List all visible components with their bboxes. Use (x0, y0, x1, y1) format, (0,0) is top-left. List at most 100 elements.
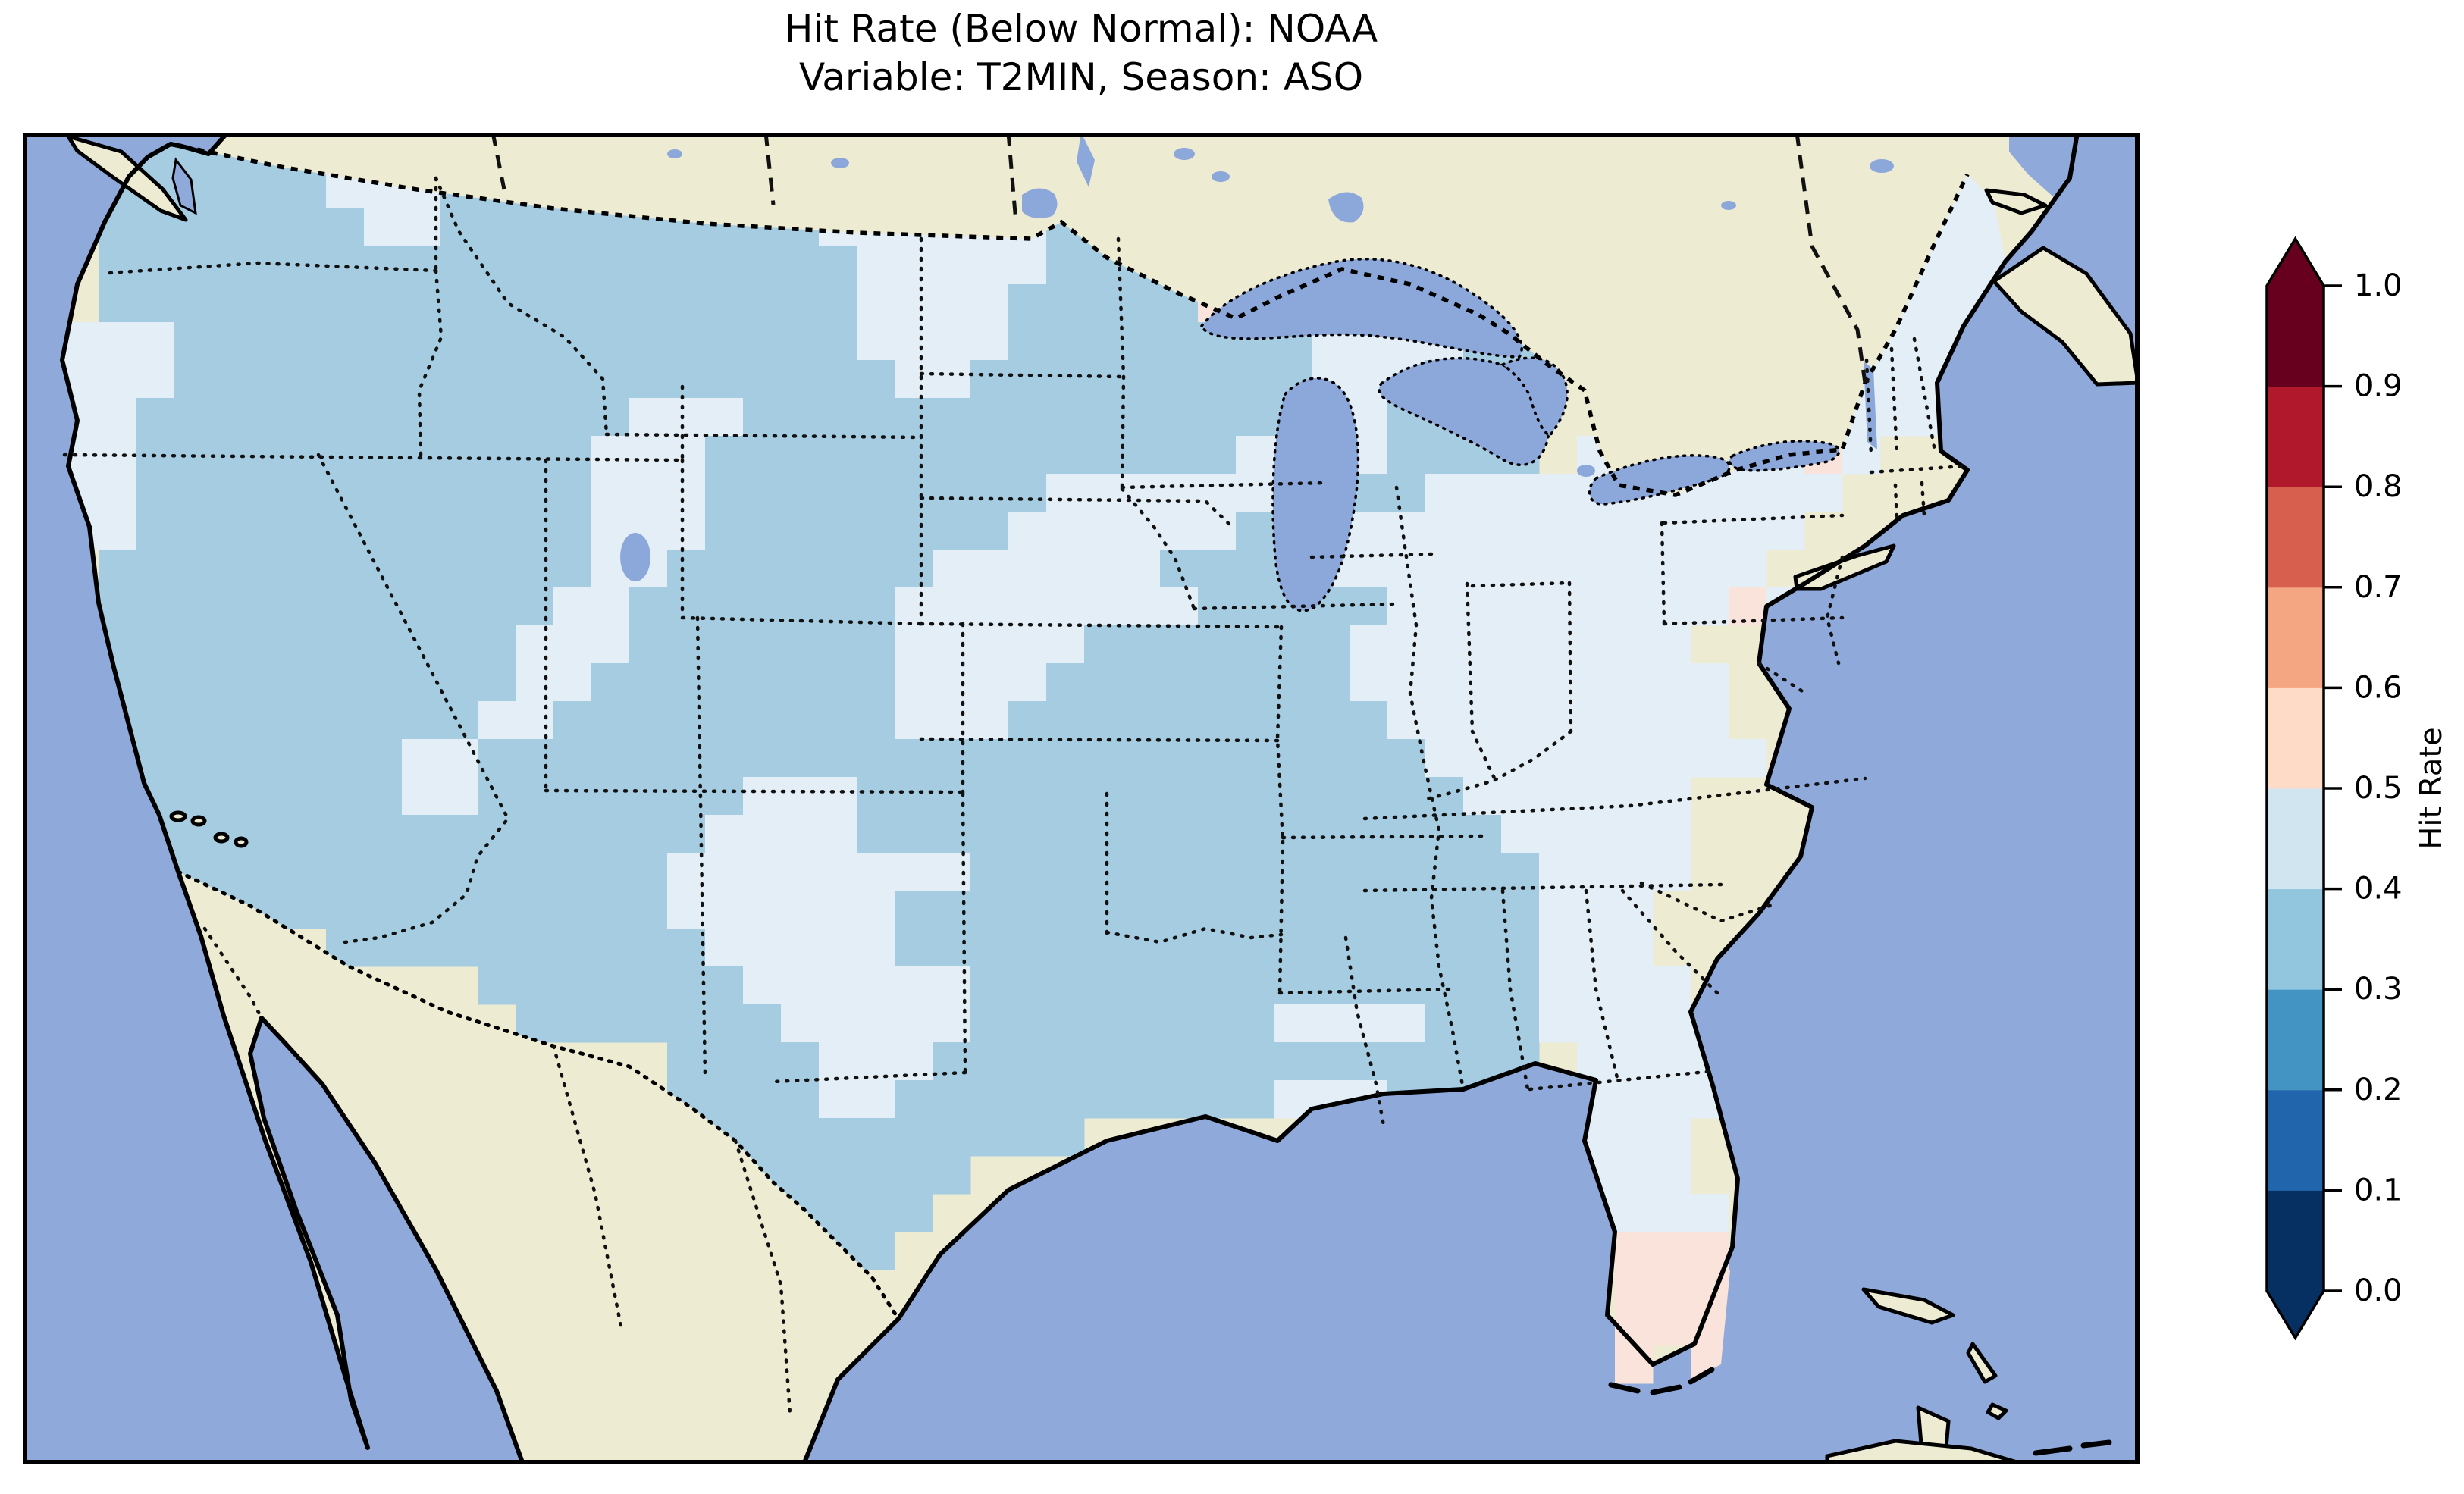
hit-rate-cell (553, 322, 592, 361)
hit-rate-cell (553, 1004, 592, 1043)
hit-rate-cell (667, 246, 706, 285)
hit-rate-cell (781, 1080, 820, 1119)
hit-rate-cell (1122, 1004, 1161, 1043)
hit-rate-cell (1501, 739, 1540, 778)
hit-rate-cell (667, 1042, 706, 1081)
hit-rate-cell (1236, 701, 1274, 740)
hit-rate-cell (819, 587, 857, 626)
hit-rate-cell (1312, 929, 1350, 967)
hit-rate-cell (1350, 1004, 1388, 1043)
hit-rate-cell (516, 322, 554, 361)
hit-rate-cell (288, 550, 327, 588)
hit-rate-cell (136, 246, 175, 285)
hit-rate-cell (212, 625, 251, 664)
hit-rate-cell (1463, 587, 1502, 626)
hit-rate-cell (1350, 777, 1388, 816)
hit-rate-cell (440, 550, 478, 588)
hit-rate-cell (705, 512, 744, 550)
hit-rate-cell (516, 853, 554, 891)
hit-rate-cell (1615, 1080, 1654, 1119)
hit-rate-cell (1653, 1004, 1691, 1043)
hit-rate-cell (781, 1042, 820, 1081)
hit-rate-cell (516, 663, 554, 702)
hit-rate-cell (1539, 587, 1578, 626)
hit-rate-cell (857, 322, 895, 361)
hit-rate-cell (212, 171, 251, 209)
hit-rate-cell (970, 701, 1009, 740)
hit-rate-cell (629, 625, 668, 664)
hit-rate-cell (705, 360, 744, 399)
hit-rate-cell (895, 398, 933, 437)
hit-rate-cell (553, 246, 592, 285)
hit-rate-cell (970, 625, 1009, 664)
hit-rate-cell (1387, 436, 1426, 475)
hit-rate-cell (933, 739, 971, 778)
hit-rate-cell (591, 815, 630, 853)
hit-rate-cell (1463, 777, 1502, 816)
hit-rate-cell (1577, 625, 1616, 664)
hit-rate-cell (212, 512, 251, 550)
hit-rate-cell (1198, 625, 1237, 664)
hit-rate-cell (819, 739, 857, 778)
hit-rate-cell (1350, 929, 1388, 967)
hit-rate-cell (1425, 1004, 1464, 1043)
hit-rate-cell (1046, 891, 1085, 929)
hit-rate-cell (970, 891, 1009, 929)
hit-rate-cell (1539, 853, 1578, 891)
hit-rate-cell (250, 625, 289, 664)
hit-rate-cell (1387, 815, 1426, 853)
hit-rate-cell (591, 284, 630, 323)
hit-rate-cell (212, 398, 251, 437)
hit-rate-cell (212, 208, 251, 247)
hit-rate-cell (629, 474, 668, 512)
hit-rate-cell (970, 1118, 1009, 1157)
hit-rate-cell (1653, 1194, 1691, 1232)
hit-rate-cell (1425, 701, 1464, 740)
hit-rate-cell (1539, 1004, 1578, 1043)
channel-island (190, 815, 207, 827)
hit-rate-cell (1084, 322, 1123, 361)
hit-rate-cell (1008, 322, 1047, 361)
hit-rate-cell (743, 853, 782, 891)
hit-rate-cell (516, 398, 554, 437)
hit-rate-cell (781, 246, 820, 285)
hit-rate-cell (1198, 701, 1237, 740)
hit-rate-cell (1160, 398, 1199, 437)
hit-rate-cell (667, 284, 706, 323)
hit-rate-cell (364, 436, 403, 475)
hit-rate-cell (402, 587, 440, 626)
hit-rate-cell (440, 587, 478, 626)
hit-rate-cell (440, 246, 478, 285)
hit-rate-cell (478, 663, 516, 702)
hit-rate-cell (819, 1080, 857, 1119)
hit-rate-cell (743, 436, 782, 475)
hit-rate-cell (1160, 815, 1199, 853)
hit-rate-cell (1046, 246, 1085, 285)
hit-rate-cell (1046, 284, 1085, 323)
hit-rate-cell (553, 398, 592, 437)
hit-rate-cell (1539, 891, 1578, 929)
hit-rate-cell (288, 398, 327, 437)
hit-rate-cell (705, 246, 744, 285)
hit-rate-cell (1653, 587, 1691, 626)
hit-rate-cell (1615, 891, 1654, 929)
hit-rate-cell (1387, 701, 1426, 740)
hit-rate-cell (667, 966, 706, 1005)
hit-rate-cell (895, 966, 933, 1005)
hit-rate-cell (933, 360, 971, 399)
hit-rate-cell (402, 777, 440, 816)
hit-rate-cell (440, 512, 478, 550)
hit-rate-cell (1425, 550, 1464, 588)
hit-rate-cell (478, 322, 516, 361)
hit-rate-cell (895, 322, 933, 361)
hit-rate-cell (1691, 663, 1729, 702)
hit-rate-cell (667, 322, 706, 361)
hit-rate-cell (743, 929, 782, 967)
hit-rate-cell (1122, 1042, 1161, 1081)
hit-rate-cell (1387, 625, 1426, 664)
hit-rate-cell (1539, 739, 1578, 778)
hit-rate-cell (857, 587, 895, 626)
hit-rate-cell (516, 777, 554, 816)
hit-rate-cell (402, 550, 440, 588)
hit-rate-cell (402, 246, 440, 285)
